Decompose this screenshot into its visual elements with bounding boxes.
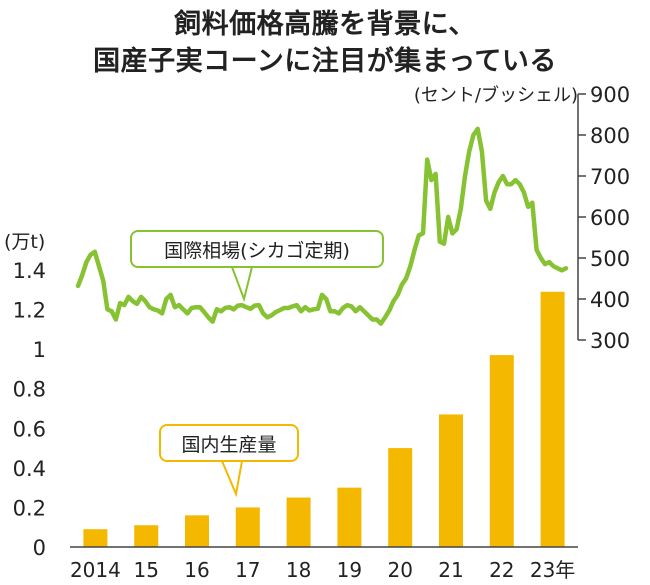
x-tick-label: 18 [286, 558, 311, 582]
right-tick-label: 400 [590, 288, 630, 312]
line-series-callout: 国際相場(シカゴ定期) [130, 230, 384, 303]
production-bar [286, 497, 311, 547]
left-tick-label: 0 [33, 536, 46, 560]
production-bar [489, 355, 514, 547]
production-bar [83, 529, 108, 547]
production-bar [185, 515, 209, 547]
right-tick-label: 500 [590, 247, 630, 271]
price-line-layer [75, 126, 569, 326]
bar-series-callout: 国内生産量 [159, 424, 299, 498]
x-tick-label: 19 [337, 558, 362, 582]
x-tick-label: 21 [438, 558, 463, 582]
right-tick-label: 600 [590, 206, 630, 230]
chart-title: 飼料価格高騰を背景に、 国産子実コーンに注目が集まっている [0, 6, 650, 80]
chart-title-line-2: 国産子実コーンに注目が集まっている [93, 46, 557, 77]
x-tick-label: 23年 [530, 558, 575, 582]
production-bar [337, 487, 362, 547]
x-tick-label: 2014 [70, 558, 121, 582]
x-tick-label: 17 [235, 558, 260, 582]
production-bar [540, 291, 565, 547]
chart-title-line-1: 飼料価格高騰を背景に、 [174, 9, 476, 40]
left-tick-label: 1.2 [13, 299, 46, 323]
price-line [75, 126, 569, 326]
line-callout-box [130, 230, 384, 268]
x-tick-label: 15 [133, 558, 158, 582]
x-tick-label: 22 [489, 558, 514, 582]
line-callout-tail [230, 266, 254, 303]
right-axis-unit: (セント/ブッシェル) [414, 84, 578, 106]
right-tick-label: 300 [590, 329, 630, 353]
left-axis-unit: (万t) [4, 231, 45, 253]
x-tick-label: 16 [184, 558, 209, 582]
production-bar [388, 448, 413, 547]
right-tick-label: 700 [590, 165, 630, 189]
bar-callout-label: 国内生産量 [181, 434, 276, 456]
bars-layer [83, 291, 565, 547]
production-bar [235, 507, 260, 547]
left-tick-label: 1 [33, 338, 46, 362]
left-tick-label: 0.8 [13, 378, 46, 402]
right-tick-label: 900 [590, 83, 630, 107]
labels-layer: (万t) (セント/ブッシェル) 0 0.2 0.4 0.6 0.8 1 1.2 1.4 300… [4, 83, 630, 582]
x-tick-label: 20 [387, 558, 412, 582]
left-tick-label: 1.4 [13, 259, 46, 283]
right-tick-label: 800 [590, 124, 630, 148]
left-tick-label: 0.4 [13, 457, 46, 481]
bar-callout-tail [220, 460, 244, 498]
production-bar [439, 414, 463, 547]
production-bar [134, 525, 159, 547]
line-callout-label: 国際相場(シカゴ定期) [164, 240, 350, 262]
left-tick-label: 0.6 [13, 417, 46, 441]
left-tick-label: 0.2 [13, 496, 46, 520]
